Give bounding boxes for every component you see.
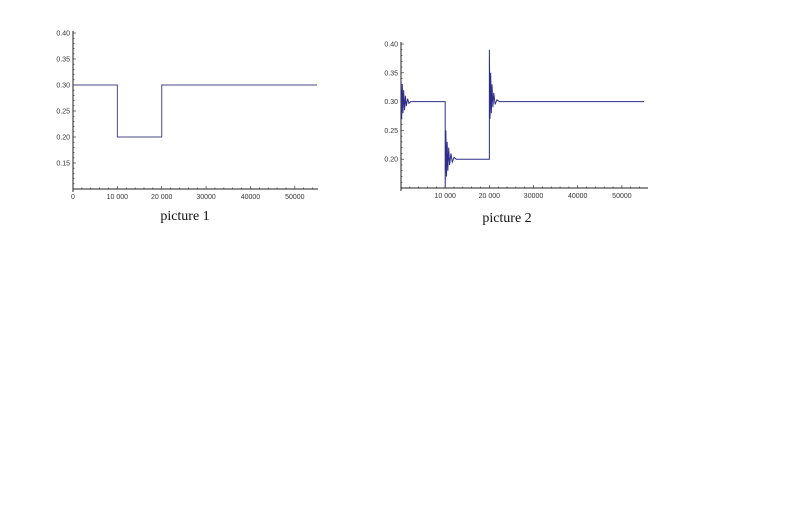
y-tick-label: 0.40	[56, 31, 70, 38]
chart-caption: picture 1	[160, 209, 209, 224]
y-tick-label: 0.25	[384, 128, 398, 135]
chart-1: 0 10 000 20 000 30000 40000 50000 0.15 0.20 0.25…	[56, 31, 318, 224]
x-tick-label: 0	[71, 194, 75, 201]
y-tick-label: 0.35	[56, 57, 70, 64]
x-tick-label: 30000	[196, 194, 216, 201]
x-tick-label: 20 000	[151, 194, 173, 201]
x-tick-label: 40000	[568, 193, 588, 200]
y-tick-label: 0.20	[384, 157, 398, 164]
x-tick-label: 40000	[241, 194, 261, 201]
y-tick-label: 0.20	[56, 135, 70, 142]
y-tick-label: 0.30	[56, 83, 70, 90]
series-line	[401, 49, 644, 189]
x-tick-label: 20 000	[479, 193, 501, 200]
y-tick-label: 0.35	[384, 70, 398, 77]
y-tick-label: 0.25	[56, 109, 70, 116]
y-tick-label: 0.40	[384, 42, 398, 49]
chart-caption: picture 2	[482, 211, 531, 226]
x-tick-label: 50000	[285, 194, 305, 201]
series-line	[73, 84, 317, 138]
chart-2: 10 000 20 000 30000 40000 50000 0.20 0.25 0.30 0…	[384, 42, 648, 226]
y-tick-label: 0.15	[56, 161, 70, 168]
x-tick-label: 10 000	[107, 194, 129, 201]
y-tick-label: 0.30	[384, 99, 398, 106]
x-tick-label: 10 000	[434, 193, 456, 200]
x-tick-label: 50000	[612, 193, 632, 200]
x-tick-label: 30000	[524, 193, 544, 200]
